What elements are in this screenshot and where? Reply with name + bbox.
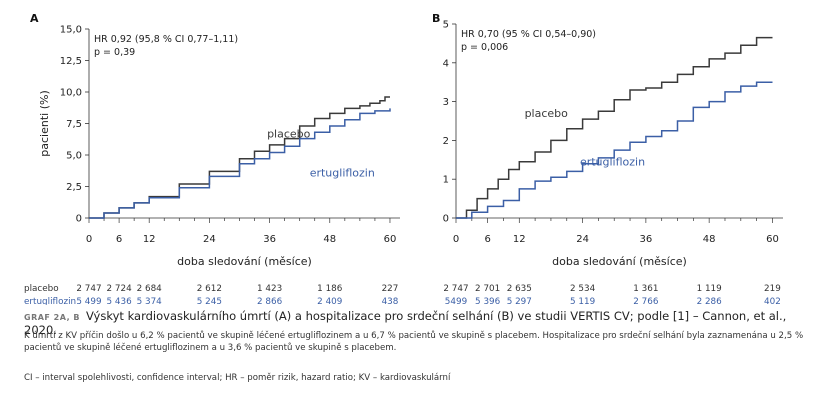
x-tick-label: 0 <box>453 234 459 245</box>
x-tick-label: 48 <box>703 234 716 245</box>
y-tick-label: 4 <box>443 58 449 69</box>
at-risk-row-label-placebo: placebo <box>24 284 59 294</box>
hazard-ratio-text: HR 0,92 (95,8 % CI 0,77–1,11) <box>94 34 238 45</box>
at-risk-value-placebo: 2 534 <box>570 284 596 294</box>
at-risk-row-label-ertugliflozin: ertugliflozin <box>24 297 76 305</box>
y-tick-label: 12,5 <box>60 56 82 67</box>
panel-letter: B <box>432 12 440 25</box>
at-risk-value-ertugliflozin: 2 766 <box>633 297 659 305</box>
figure-caption-title-text: Výskyt kardiovaskulárního úmrtí (A) a ho… <box>24 309 787 337</box>
hazard-ratio-text: HR 0,70 (95 % CI 0,54–0,90) <box>461 29 596 40</box>
at-risk-value-ertugliflozin: 5 436 <box>107 297 133 305</box>
at-risk-value-placebo: 2 747 <box>443 284 468 294</box>
x-tick-label: 6 <box>484 234 490 245</box>
at-risk-value-placebo: 2 701 <box>475 284 500 294</box>
figure-caption-label: GRAF 2A, B <box>24 313 80 322</box>
x-tick-label: 0 <box>86 234 92 245</box>
figure-caption-body: K úmrtí z KV příčin došlo u 6,2 % pacien… <box>24 331 804 353</box>
y-tick-label: 7,5 <box>66 119 82 130</box>
y-tick-label: 2 <box>443 136 449 147</box>
x-tick-label: 48 <box>323 234 336 245</box>
x-tick-label: 12 <box>143 234 156 245</box>
at-risk-value-placebo: 2 747 <box>76 284 101 294</box>
at-risk-value-ertugliflozin: 438 <box>382 297 399 305</box>
x-axis-label: doba sledování (měsíce) <box>177 255 312 268</box>
x-tick-label: 6 <box>116 234 122 245</box>
at-risk-value-ertugliflozin: 5 374 <box>137 297 163 305</box>
x-axis-label: doba sledování (měsíce) <box>552 255 687 268</box>
y-tick-label: 5 <box>443 20 449 31</box>
at-risk-value-ertugliflozin: 5 119 <box>570 297 595 305</box>
at-risk-value-ertugliflozin: 2 409 <box>317 297 342 305</box>
series-line-placebo <box>456 36 773 219</box>
kaplan-meier-charts: A02,55,07,510,012,515,00 6 12 24 36 48 60doba … <box>24 12 783 307</box>
p-value-text: p = 0,39 <box>94 47 135 58</box>
x-tick-label: 36 <box>263 234 276 245</box>
at-risk-value-placebo: 2 684 <box>137 284 163 294</box>
x-tick-label: 36 <box>640 234 653 245</box>
series-line-ertugliflozin <box>456 81 773 219</box>
y-axis-label: pacienti (%) <box>38 90 51 156</box>
at-risk-value-ertugliflozin: 2 866 <box>257 297 283 305</box>
series-label-ertugliflozin: ertugliflozin <box>310 166 375 179</box>
y-tick-label: 0 <box>76 214 82 225</box>
y-tick-label: 10,0 <box>60 88 82 99</box>
x-tick-label: 60 <box>384 234 397 245</box>
panel-a: A 0 2,5 5,0 7,5 10,0 12,5 15,0 0 6 12 24 36 48 60 doba … <box>30 12 400 307</box>
x-tick-label: 12 <box>513 234 526 245</box>
y-tick-label: 0 <box>443 214 449 225</box>
y-tick-label: 3 <box>443 97 449 108</box>
at-risk-value-placebo: 1 361 <box>633 284 658 294</box>
x-tick-label: 24 <box>576 234 589 245</box>
at-risk-value-placebo: 1 423 <box>257 284 282 294</box>
series-label-placebo: placebo <box>267 127 311 140</box>
at-risk-value-ertugliflozin: 402 <box>764 297 781 305</box>
at-risk-value-ertugliflozin: 5499 <box>445 297 467 305</box>
at-risk-value-placebo: 2 612 <box>197 284 222 294</box>
at-risk-value-placebo: 1 186 <box>317 284 343 294</box>
x-tick-label: 24 <box>203 234 216 245</box>
p-value-text: p = 0,006 <box>461 42 508 53</box>
y-tick-label: 5,0 <box>66 151 82 162</box>
at-risk-value-ertugliflozin: 5 499 <box>76 297 101 305</box>
series-line-placebo <box>89 96 390 219</box>
series-label-placebo: placebo <box>525 107 569 120</box>
series-line-ertugliflozin <box>89 108 391 219</box>
y-tick-label: 2,5 <box>66 182 82 193</box>
at-risk-value-ertugliflozin: 5 396 <box>475 297 501 305</box>
panel-letter: A <box>30 12 39 25</box>
at-risk-value-placebo: 227 <box>382 284 399 294</box>
at-risk-value-ertugliflozin: 2 286 <box>697 297 723 305</box>
at-risk-value-placebo: 219 <box>764 284 781 294</box>
at-risk-value-placebo: 1 119 <box>697 284 722 294</box>
y-tick-label: 15,0 <box>60 25 82 36</box>
at-risk-value-ertugliflozin: 5 297 <box>507 297 532 305</box>
at-risk-value-ertugliflozin: 5 245 <box>197 297 222 305</box>
x-tick-label: 60 <box>766 234 779 245</box>
y-tick-label: 1 <box>443 175 449 186</box>
series-label-ertugliflozin: ertugliflozin <box>580 156 645 169</box>
at-risk-value-placebo: 2 635 <box>507 284 532 294</box>
at-risk-value-placebo: 2 724 <box>107 284 133 294</box>
figure-caption-title: GRAF 2A, B Výskyt kardiovaskulárního úmrt… <box>24 309 814 337</box>
figure-caption-abbreviations: CI – interval spolehlivosti, confidence … <box>24 373 451 383</box>
